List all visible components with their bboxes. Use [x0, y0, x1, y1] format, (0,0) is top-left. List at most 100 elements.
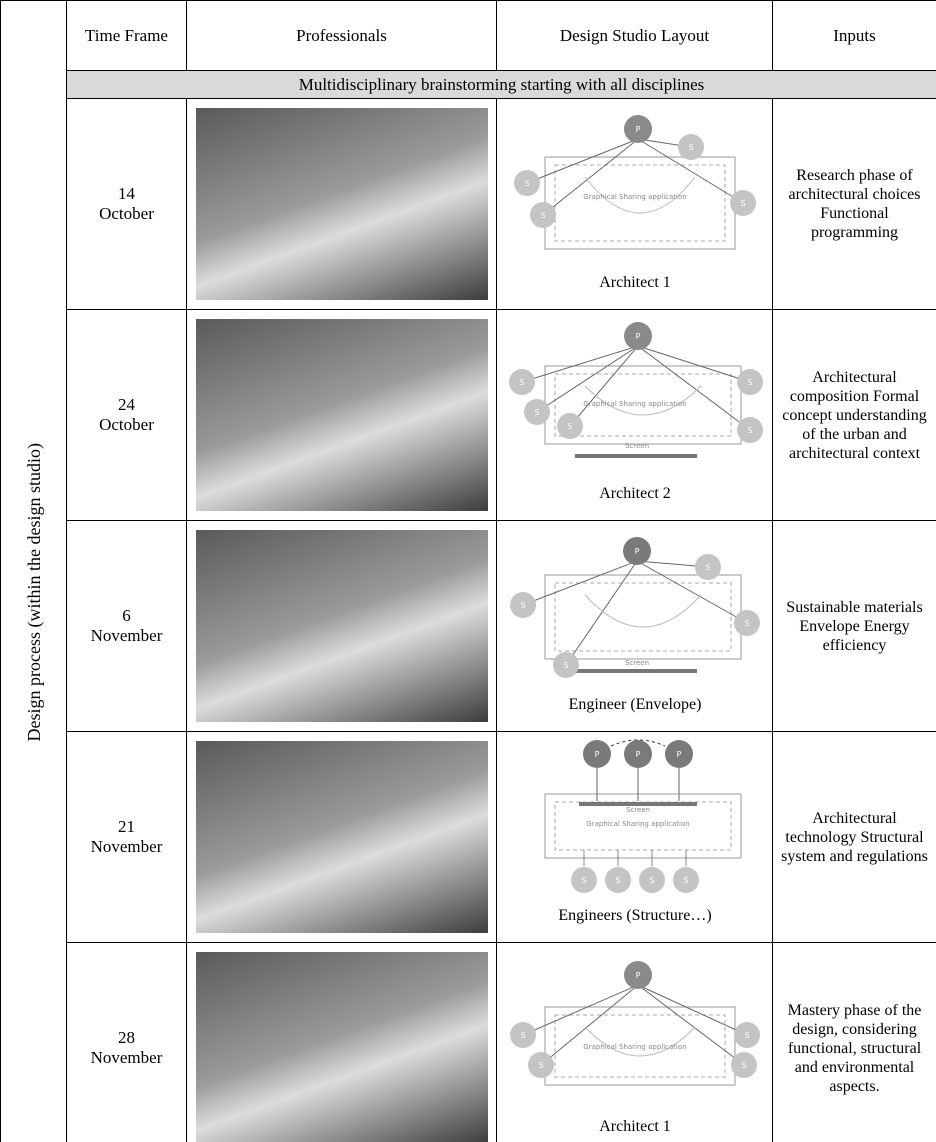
student-node	[639, 867, 665, 893]
photo	[195, 741, 488, 933]
photo	[195, 108, 488, 300]
node-label: S	[741, 1061, 746, 1070]
side-cell: Design process (within the design studio…	[0, 0, 67, 1142]
photo-cell	[186, 520, 497, 732]
arrow	[565, 560, 638, 666]
month: November	[90, 837, 163, 856]
layout-cell: Screen P S S S S Engineer (Envelope)	[496, 520, 773, 732]
student-node	[528, 1052, 554, 1078]
photo-cell	[186, 309, 497, 521]
student-node	[695, 554, 721, 580]
day: 14	[118, 184, 135, 203]
student-node	[524, 399, 550, 425]
student-node	[605, 867, 631, 893]
diagram-label: Graphical Sharing application	[583, 1043, 686, 1051]
node-label: S	[649, 876, 654, 885]
node-label: S	[688, 143, 693, 152]
day: 28	[118, 1028, 135, 1047]
diagram-label: Graphical Sharing application	[583, 400, 686, 408]
studio-frame	[544, 574, 742, 660]
layout-cell: Graphical Sharing application P S S S S Archit…	[496, 98, 773, 310]
arrow	[569, 345, 639, 427]
arrow	[526, 138, 639, 184]
arrow	[522, 560, 638, 606]
time-frame: 14 October	[66, 98, 187, 310]
student-node	[737, 417, 763, 443]
node-label: S	[744, 619, 749, 628]
inputs: Architectural composition Formal concept…	[772, 309, 936, 521]
student-node	[553, 652, 579, 678]
professor-node	[583, 740, 611, 768]
node-label: S	[519, 378, 524, 387]
day: 6	[122, 606, 131, 625]
student-node	[730, 190, 756, 216]
studio-frame	[544, 156, 736, 250]
node-label: S	[705, 563, 710, 572]
day: 24	[118, 395, 135, 414]
node-label: S	[534, 408, 539, 417]
time-frame: 24 October	[66, 309, 187, 521]
student-node	[514, 170, 540, 196]
professor-node	[624, 115, 652, 143]
header: Professionals	[186, 0, 497, 71]
professor-node	[623, 537, 651, 565]
diagram-caption: Engineers (Structure…)	[558, 907, 711, 924]
row: 28 November Graphical Sharing application P…	[1, 942, 936, 1142]
node-label: S	[563, 661, 568, 670]
student-node	[734, 1022, 760, 1048]
layout-cell: Graphical Sharing application P S S S S Archit…	[496, 942, 773, 1142]
diagram-caption: Architect 1	[599, 274, 671, 291]
node-label: S	[740, 199, 745, 208]
inputs: Research phase of architectural choices …	[772, 98, 936, 310]
node-label: S	[520, 601, 525, 610]
row: 21 November Screen Graphical Sharing applic…	[1, 731, 936, 943]
node-label: S	[567, 422, 572, 431]
studio-frame	[544, 1006, 736, 1086]
diagram-caption: Engineer (Envelope)	[569, 696, 702, 713]
node-label: P	[636, 332, 641, 341]
node-label: S	[524, 179, 529, 188]
arrow	[637, 984, 745, 1066]
photo	[195, 952, 488, 1142]
time-frame: 6 November	[66, 520, 187, 732]
photo-cell	[186, 731, 497, 943]
professor-node	[665, 740, 693, 768]
side-label: Design process (within the design studio…	[23, 443, 44, 742]
student-node	[737, 369, 763, 395]
node-label: P	[636, 971, 641, 980]
student-node	[510, 1022, 536, 1048]
table-frame	[554, 164, 726, 242]
layout-diagram: Screen Graphical Sharing application P P P S S…	[544, 739, 742, 924]
layout-diagram: Screen P S S S S Engineer (Envelope)	[510, 537, 760, 713]
arrow	[542, 138, 639, 216]
arrow	[636, 560, 748, 624]
header: Design Studio Layout	[496, 0, 773, 71]
flow	[584, 176, 696, 214]
inputs: Mastery phase of the design, considering…	[772, 942, 936, 1142]
month: November	[90, 1048, 163, 1067]
node-label: P	[636, 125, 641, 134]
student-node	[731, 1052, 757, 1078]
flow	[584, 594, 702, 628]
diagram-label: Screen	[625, 442, 649, 450]
student-node	[673, 867, 699, 893]
photo-cell	[186, 98, 497, 310]
arrow	[637, 138, 744, 204]
arrow	[522, 984, 639, 1036]
diagram-caption: Architect 1	[599, 1118, 671, 1135]
node-label: S	[744, 1031, 749, 1040]
layout-diagram: Graphical Sharing application Screen P S S S S…	[509, 322, 763, 502]
student-node	[509, 369, 535, 395]
student-node	[734, 610, 760, 636]
node-label: S	[615, 876, 620, 885]
flow	[584, 385, 702, 416]
node-label: S	[520, 1031, 525, 1040]
student-node	[571, 867, 597, 893]
row: 6 November Screen P S S S S Engineer (Envelope) S…	[1, 520, 936, 732]
layout-diagram: Graphical Sharing application P S S S S Archit…	[514, 115, 756, 291]
month: October	[99, 204, 154, 223]
